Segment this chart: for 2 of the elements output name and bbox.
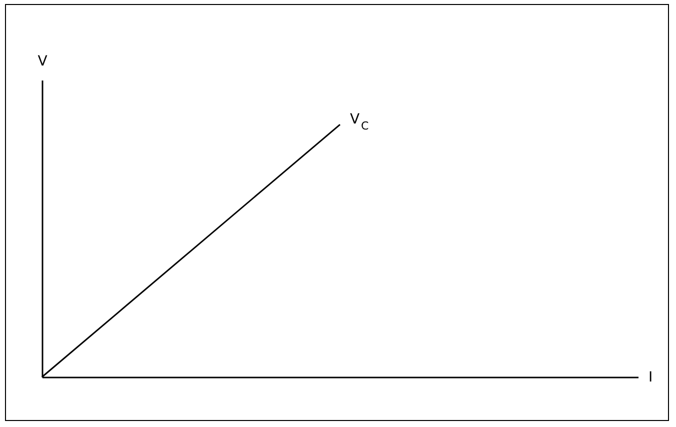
y-axis-title: V — [38, 54, 48, 70]
x-axis-title: I — [648, 370, 653, 386]
